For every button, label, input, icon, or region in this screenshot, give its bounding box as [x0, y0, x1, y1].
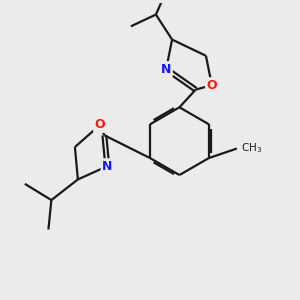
Text: O: O [94, 118, 105, 131]
Text: N: N [102, 160, 112, 173]
Text: O: O [206, 79, 217, 92]
Text: N: N [161, 62, 171, 76]
Text: CH$_3$: CH$_3$ [241, 142, 262, 155]
